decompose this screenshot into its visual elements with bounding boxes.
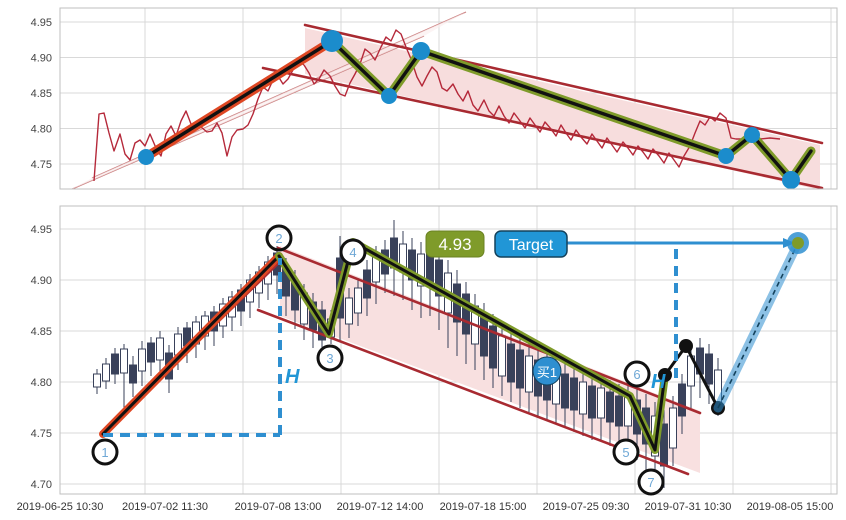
bottom-ytick-0: 4.95 [31,224,52,236]
xtick-0: 2019-06-25 10:30 [17,501,104,513]
top-pivot-6[interactable] [744,127,760,143]
pivot-label-4[interactable]: 4 [339,238,367,266]
height-label-left: H [285,366,300,388]
top-pivot-5[interactable] [718,148,734,164]
bottom-ytick-2: 4.85 [31,326,52,338]
pivot-label-5[interactable]: 5 [612,438,640,466]
pivot-label-3[interactable]: 3 [316,344,344,372]
top-ytick-0: 4.95 [31,17,52,29]
height-label-right: H [651,371,666,393]
bottom-y-axis-labels: 4.95 4.90 4.85 4.80 4.75 4.70 [31,224,52,491]
bottom-ytick-4: 4.75 [31,428,52,440]
target-badge-label: Target [509,237,554,254]
pivot-label-6-text: 6 [633,367,640,382]
bottom-target-marker[interactable] [787,232,809,254]
pivot-label-1-text: 1 [101,445,108,460]
pivot-label-4-text: 4 [349,245,356,260]
pivot-label-5-text: 5 [622,445,629,460]
top-ytick-3: 4.80 [31,124,52,136]
top-pivot-7[interactable] [782,171,800,189]
bottom-panel-svg: 4.95 4.90 4.85 4.80 4.75 4.70 [17,205,838,513]
price-badge-label: 4.93 [438,235,471,254]
top-ytick-1: 4.90 [31,53,52,65]
xtick-3: 2019-07-12 14:00 [337,501,424,513]
top-ytick-4: 4.75 [31,159,52,171]
top-panel-svg: 4.95 4.90 4.85 4.80 4.75 [31,7,838,190]
pivot-label-7[interactable]: 7 [637,468,665,496]
bottom-zigzag-down [275,238,669,454]
top-pivot-2[interactable] [321,30,343,52]
bottom-ytick-1: 4.90 [31,275,52,287]
top-y-axis-labels: 4.95 4.90 4.85 4.80 4.75 [31,17,52,171]
xtick-6: 2019-07-31 10:30 [645,501,732,513]
xtick-7: 2019-08-05 15:00 [747,501,834,513]
buy-marker-label: 买1 [537,365,557,380]
top-plot-frame [59,7,838,190]
top-pivot-1[interactable] [138,149,154,165]
bottom-x-axis-labels: 2019-06-25 10:30 2019-07-02 11:30 2019-0… [17,501,834,513]
buy-marker[interactable]: 买1 [532,356,562,386]
forward-origin-dot [658,368,672,382]
bottom-ytick-5: 4.70 [31,479,52,491]
bottom-zigzag-up [99,252,283,438]
top-pivot-4[interactable] [412,42,430,60]
target-badge[interactable]: Target [494,230,568,258]
pivot-label-1[interactable]: 1 [91,438,119,466]
pivot-label-3-text: 3 [326,351,333,366]
bottom-forward-structure [658,339,725,415]
xtick-2: 2019-07-08 13:00 [235,501,322,513]
bottom-measure-left [103,258,282,437]
forward-high-dot [679,339,693,353]
top-price-line [93,29,781,182]
top-ytick-2: 4.85 [31,88,52,100]
bottom-ytick-3: 4.80 [31,377,52,389]
pivot-label-2-text: 2 [275,231,282,246]
xtick-4: 2019-07-18 15:00 [440,501,527,513]
xtick-1: 2019-07-02 11:30 [122,501,208,513]
pivot-label-2[interactable]: 2 [265,224,293,252]
top-pivot-3[interactable] [381,88,397,104]
top-pivot-markers[interactable] [138,30,800,189]
top-line-panel: 4.95 4.90 4.85 4.80 4.75 [0,0,846,198]
bottom-candle-panel: 4.95 4.90 4.85 4.80 4.75 4.70 [0,198,846,520]
price-badge[interactable]: 4.93 [425,230,485,258]
bottom-plot-frame [59,205,838,495]
top-zigzag-up [141,36,337,162]
bottom-projection-ray [713,238,803,413]
xtick-5: 2019-07-25 09:30 [543,501,630,513]
pivot-label-6[interactable]: 6 [623,360,651,388]
pivot-label-7-text: 7 [647,475,654,490]
